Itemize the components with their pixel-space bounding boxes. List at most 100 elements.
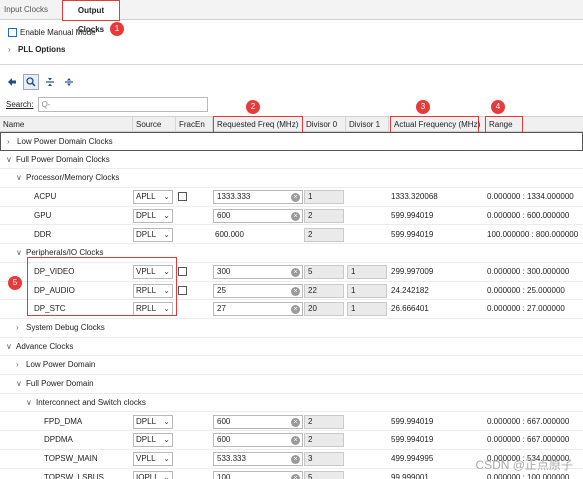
source-select[interactable]: DPLL ⌄ xyxy=(133,208,173,223)
requested-freq-value: 25 xyxy=(217,285,226,295)
column-header-fracen[interactable]: FracEn xyxy=(176,117,213,132)
search-input[interactable]: Q- xyxy=(37,97,208,112)
clear-icon[interactable]: × xyxy=(291,305,300,315)
pll-options-section[interactable]: › PLL Options xyxy=(8,45,65,54)
clock-name: DPDMA xyxy=(44,435,73,445)
column-header-actual-freq[interactable]: Actual Frequency (MHz) xyxy=(390,116,480,133)
group-row[interactable]: ∨ Processor/Memory Clocks xyxy=(0,169,583,189)
requested-freq-input[interactable]: 600 × xyxy=(213,208,303,223)
requested-freq-input[interactable]: 25 × xyxy=(213,283,303,298)
column-header-divisor-1[interactable]: Divisor 1 xyxy=(346,117,389,132)
source-value: RPLL xyxy=(136,304,157,314)
table-row[interactable]: DP_AUDIO RPLL ⌄ 25 × 22 1 24.242182 0.000000 : 2… xyxy=(0,282,583,301)
chevron-down-icon[interactable]: ∨ xyxy=(6,341,12,351)
divisor-0-field: 20 xyxy=(304,302,344,317)
tab-output-clocks[interactable]: Output Clocks xyxy=(62,0,120,34)
chevron-down-icon: ⌄ xyxy=(163,192,170,202)
manual-mode-toggle[interactable]: Enable Manual Mode xyxy=(8,26,96,38)
source-select[interactable]: DPLL ⌄ xyxy=(133,414,173,429)
chevron-down-icon: ⌄ xyxy=(163,416,170,426)
table-row[interactable]: DP_STC RPLL ⌄ 27 × 20 1 26.666401 0.000000 : 27.… xyxy=(0,300,583,319)
clear-icon[interactable]: × xyxy=(291,267,300,277)
annotation-badge-1: 1 xyxy=(110,22,124,36)
group-row[interactable]: › Low Power Domain xyxy=(0,356,583,376)
manual-mode-checkbox[interactable] xyxy=(8,27,17,37)
source-select[interactable]: DPLL ⌄ xyxy=(133,433,173,448)
source-select[interactable]: VPLL ⌄ xyxy=(133,264,173,279)
chevron-right-icon: › xyxy=(8,45,11,54)
chevron-down-icon[interactable]: ∨ xyxy=(16,173,22,183)
group-row[interactable]: ∨ Advance Clocks xyxy=(0,338,583,357)
tab-input-clocks[interactable]: Input Clocks xyxy=(4,5,49,14)
table-row[interactable]: FPD_DMA DPLL ⌄ 600 × 2 599.994019 0.000000 : 66… xyxy=(0,413,583,432)
range-value: 0.000000 : 25.000000 xyxy=(487,285,565,295)
range-value: 0.000000 : 1334.000000 xyxy=(487,192,574,202)
table-row[interactable]: ACPU APLL ⌄ 1333.333 × 1 1333.320068 0.000000 :… xyxy=(0,188,583,207)
requested-freq-input[interactable]: 600 × xyxy=(213,414,303,429)
search-icon[interactable] xyxy=(23,74,39,90)
group-row[interactable]: ∨ Full Power Domain Clocks xyxy=(0,151,583,170)
table-row[interactable]: TOPSW_MAIN VPLL ⌄ 533.333 × 3 499.994995 0.0000… xyxy=(0,450,583,469)
clear-icon[interactable]: × xyxy=(291,211,300,221)
table-row[interactable]: GPU DPLL ⌄ 600 × 2 599.994019 0.000000 : 600.00… xyxy=(0,207,583,226)
requested-freq-input[interactable]: 1333.333 × xyxy=(213,190,303,205)
column-header-source[interactable]: Source xyxy=(133,117,176,132)
annotation-badge-4: 4 xyxy=(491,100,505,114)
column-header-name[interactable]: Name xyxy=(0,117,133,132)
source-select[interactable]: APLL ⌄ xyxy=(133,190,173,205)
group-label: Processor/Memory Clocks xyxy=(26,173,120,183)
collapse-all-icon[interactable] xyxy=(42,74,58,90)
group-row[interactable]: › Low Power Domain Clocks xyxy=(0,132,583,151)
source-select[interactable]: IOPLL ⌄ xyxy=(133,470,173,479)
chevron-down-icon[interactable]: ∨ xyxy=(26,397,32,407)
group-row[interactable]: ∨ Full Power Domain xyxy=(0,375,583,394)
fracen-checkbox[interactable] xyxy=(178,266,187,276)
clear-icon[interactable]: × xyxy=(291,436,300,446)
annotation-badge-5: 5 xyxy=(8,276,22,290)
divisor-0-field: 5 xyxy=(304,264,344,279)
clear-icon[interactable]: × xyxy=(291,417,300,427)
annotation-badge-3: 3 xyxy=(416,100,430,114)
clock-name: GPU xyxy=(34,210,52,220)
annotation-badge-2: 2 xyxy=(246,100,260,114)
expand-all-icon[interactable] xyxy=(61,74,77,90)
source-select[interactable]: DPLL ⌄ xyxy=(133,227,173,242)
column-header-range[interactable]: Range xyxy=(485,116,523,133)
source-select[interactable]: RPLL ⌄ xyxy=(133,283,173,298)
group-row[interactable]: ∨ Peripherals/IO Clocks xyxy=(0,244,583,263)
clock-name: TOPSW_LSBUS xyxy=(44,472,104,479)
clear-icon[interactable]: × xyxy=(291,286,300,296)
clear-icon[interactable]: × xyxy=(291,454,300,464)
back-icon[interactable] xyxy=(4,74,20,90)
requested-freq-input[interactable]: 300 × xyxy=(213,264,303,279)
divisor-0-field: 2 xyxy=(304,414,344,429)
group-row[interactable]: ∨ Interconnect and Switch clocks xyxy=(0,394,583,413)
requested-freq-input[interactable]: 533.333 × xyxy=(213,451,303,466)
source-select[interactable]: VPLL ⌄ xyxy=(133,451,173,466)
group-row[interactable]: › System Debug Clocks xyxy=(0,319,583,338)
chevron-down-icon: ⌄ xyxy=(163,285,170,295)
fracen-checkbox[interactable] xyxy=(178,192,187,202)
table-row[interactable]: DP_VIDEO VPLL ⌄ 300 × 5 1 299.997009 0.000000 : … xyxy=(0,263,583,282)
clear-icon[interactable]: × xyxy=(291,473,300,479)
table-header: Name Source FracEn Requested Freq (MHz) … xyxy=(0,116,583,133)
table-row[interactable]: DDR DPLL ⌄ 600.000 2 599.994019 100.000000 : 8… xyxy=(0,226,583,245)
requested-freq-input[interactable]: 600 × xyxy=(213,433,303,448)
chevron-right-icon[interactable]: › xyxy=(16,360,19,370)
fracen-checkbox[interactable] xyxy=(178,285,187,295)
group-label: Full Power Domain Clocks xyxy=(16,154,110,164)
table-row[interactable]: DPDMA DPLL ⌄ 600 × 2 599.994019 0.000000 : 667.… xyxy=(0,431,583,450)
requested-freq-input[interactable]: 100 × xyxy=(213,470,303,479)
chevron-down-icon[interactable]: ∨ xyxy=(16,379,22,389)
clear-icon[interactable]: × xyxy=(291,193,300,203)
table-row[interactable]: TOPSW_LSBUS IOPLL ⌄ 100 × 5 99.999001 0.000000 … xyxy=(0,469,583,479)
divisor-0-field: 22 xyxy=(304,283,344,298)
chevron-down-icon[interactable]: ∨ xyxy=(16,248,22,258)
chevron-right-icon[interactable]: › xyxy=(7,137,10,146)
chevron-down-icon[interactable]: ∨ xyxy=(6,154,12,164)
column-header-requested-freq[interactable]: Requested Freq (MHz) xyxy=(213,116,303,133)
column-header-divisor-0[interactable]: Divisor 0 xyxy=(303,117,346,132)
requested-freq-input[interactable]: 27 × xyxy=(213,302,303,317)
chevron-right-icon[interactable]: › xyxy=(16,323,19,332)
requested-freq-value: 1333.333 xyxy=(217,192,251,202)
